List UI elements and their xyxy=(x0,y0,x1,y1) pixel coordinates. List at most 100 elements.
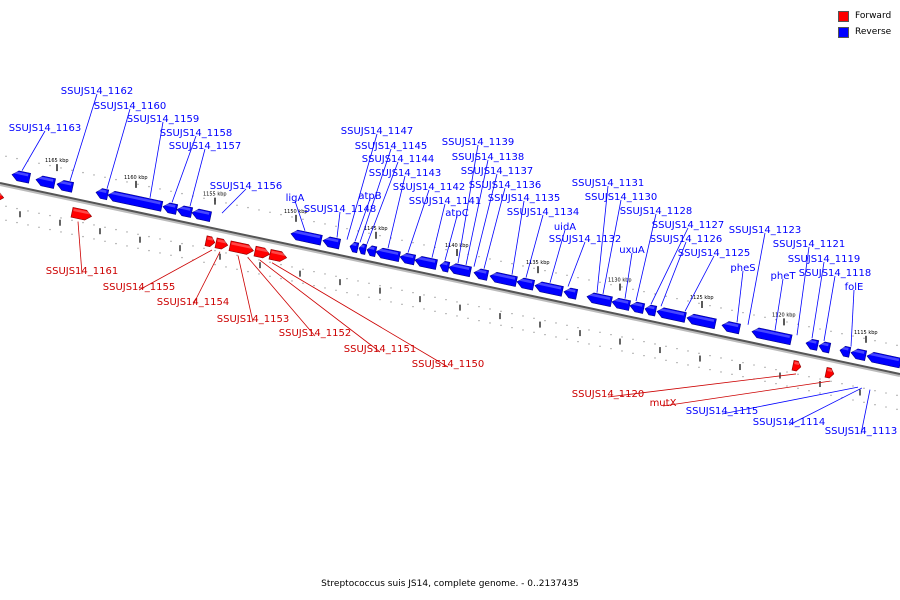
gene-label-ssujs14-1121[interactable]: SSUJS14_1121 xyxy=(773,239,846,250)
forward-feature-5[interactable] xyxy=(228,240,255,256)
forward-feature-4[interactable] xyxy=(214,237,229,250)
reverse-feature-26[interactable] xyxy=(629,301,646,314)
gene-label-ssujs14-1125[interactable]: SSUJS14_1125 xyxy=(678,248,751,259)
forward-feature-8[interactable] xyxy=(791,360,802,372)
gene-label-ssujs14-1132[interactable]: SSUJS14_1132 xyxy=(549,234,622,245)
gene-label-ssujs14-1157[interactable]: SSUJS14_1157 xyxy=(169,141,242,152)
gene-label-ssujs14-1123[interactable]: SSUJS14_1123 xyxy=(729,225,802,236)
gene-label-mutx[interactable]: mutX xyxy=(650,398,677,409)
gene-label-uida[interactable]: uidA xyxy=(554,222,576,233)
reverse-feature-1[interactable] xyxy=(11,170,32,184)
gene-label-ssujs14-1154[interactable]: SSUJS14_1154 xyxy=(157,297,230,308)
reverse-feature-28[interactable] xyxy=(656,307,687,323)
gene-label-ssujs14-1136[interactable]: SSUJS14_1136 xyxy=(469,180,542,191)
gene-label-ssujs14-1142[interactable]: SSUJS14_1142 xyxy=(393,182,466,193)
reverse-feature-9[interactable] xyxy=(290,229,323,246)
gene-label-ssujs14-1148[interactable]: SSUJS14_1148 xyxy=(304,204,377,215)
reverse-feature-15[interactable] xyxy=(399,252,417,266)
forward-feature-1[interactable] xyxy=(0,189,5,203)
gene-label-ssujs14-1134[interactable]: SSUJS14_1134 xyxy=(507,207,580,218)
reverse-feature-32[interactable] xyxy=(805,338,820,351)
gene-label-ssujs14-1118[interactable]: SSUJS14_1118 xyxy=(799,268,872,279)
gene-label-ssujs14-1160[interactable]: SSUJS14_1160 xyxy=(94,101,167,112)
reverse-feature-29[interactable] xyxy=(686,313,717,330)
gene-label-ssujs14-1150[interactable]: SSUJS14_1150 xyxy=(412,359,485,370)
reverse-feature-19[interactable] xyxy=(473,268,490,281)
reverse-feature-12[interactable] xyxy=(358,243,368,255)
gene-label-ssujs14-1138[interactable]: SSUJS14_1138 xyxy=(452,152,525,163)
reverse-feature-35[interactable] xyxy=(850,348,868,361)
gene-label-ssujs14-1139[interactable]: SSUJS14_1139 xyxy=(442,137,515,148)
gene-label-ssujs14-1119[interactable]: SSUJS14_1119 xyxy=(788,254,861,265)
gene-label-ssujs14-1162[interactable]: SSUJS14_1162 xyxy=(61,86,134,97)
gene-label-ssujs14-1143[interactable]: SSUJS14_1143 xyxy=(369,168,442,179)
reverse-feature-31[interactable] xyxy=(751,327,793,346)
gene-label-ssujs14-1114[interactable]: SSUJS14_1114 xyxy=(753,417,826,428)
gene-label-uxua[interactable]: uxuA xyxy=(619,245,645,256)
reverse-feature-30[interactable] xyxy=(721,320,742,335)
gene-label-ssujs14-1152[interactable]: SSUJS14_1152 xyxy=(279,328,352,339)
reverse-feature-25[interactable] xyxy=(611,297,632,311)
gene-label-ssujs14-1135[interactable]: SSUJS14_1135 xyxy=(488,193,561,204)
gene-label-ssujs14-1158[interactable]: SSUJS14_1158 xyxy=(160,128,233,139)
gene-label-phet[interactable]: pheT xyxy=(771,271,797,282)
gene-label-ssujs14-1151[interactable]: SSUJS14_1151 xyxy=(344,344,417,355)
gene-label-fole[interactable]: folE xyxy=(845,282,864,293)
reverse-feature-24[interactable] xyxy=(586,292,613,308)
reverse-feature-2[interactable] xyxy=(35,175,56,189)
reverse-feature-22[interactable] xyxy=(534,281,564,297)
reverse-feature-10[interactable] xyxy=(322,236,342,250)
leader-ssujs14-1113 xyxy=(860,389,871,435)
reverse-feature-7[interactable] xyxy=(176,205,194,218)
gene-label-ssujs14-1163[interactable]: SSUJS14_1163 xyxy=(9,123,82,134)
reverse-feature-8[interactable] xyxy=(191,208,212,222)
gene-label-ssujs14-1115[interactable]: SSUJS14_1115 xyxy=(686,406,759,417)
reverse-feature-27[interactable] xyxy=(644,304,658,317)
leader-ssujs14-1125 xyxy=(684,255,715,312)
forward-feature-4-shape xyxy=(214,237,229,250)
gene-label-ssujs14-1120[interactable]: SSUJS14_1120 xyxy=(572,389,645,400)
reverse-feature-20[interactable] xyxy=(489,271,518,287)
reverse-feature-34[interactable] xyxy=(839,345,852,358)
gene-label-ssujs14-1144[interactable]: SSUJS14_1144 xyxy=(362,154,435,165)
reverse-feature-17[interactable] xyxy=(439,260,451,273)
gene-label-atpb[interactable]: atpB xyxy=(358,191,381,202)
reverse-feature-33[interactable] xyxy=(818,341,832,354)
gene-label-ssujs14-1127[interactable]: SSUJS14_1127 xyxy=(652,220,725,231)
reverse-feature-14[interactable] xyxy=(375,247,401,263)
reverse-feature-4[interactable] xyxy=(95,187,110,201)
forward-feature-2[interactable] xyxy=(70,207,93,221)
gene-label-ssujs14-1155[interactable]: SSUJS14_1155 xyxy=(103,282,176,293)
gene-label-ssujs14-1147[interactable]: SSUJS14_1147 xyxy=(341,126,414,137)
gene-label-phes[interactable]: pheS xyxy=(730,263,755,274)
reverse-feature-23[interactable] xyxy=(563,287,579,300)
gene-label-ssujs14-1137[interactable]: SSUJS14_1137 xyxy=(461,166,534,177)
reverse-feature-13[interactable] xyxy=(366,245,378,258)
reverse-feature-5[interactable] xyxy=(107,190,164,212)
gene-label-ssujs14-1128[interactable]: SSUJS14_1128 xyxy=(620,206,693,217)
gene-label-ssujs14-1159[interactable]: SSUJS14_1159 xyxy=(127,114,200,125)
gene-label-ssujs14-1145[interactable]: SSUJS14_1145 xyxy=(355,141,428,152)
gene-label-ssujs14-1131[interactable]: SSUJS14_1131 xyxy=(572,178,645,189)
gene-label-atpc[interactable]: atpC xyxy=(445,208,468,219)
guide-dot xyxy=(170,190,172,192)
gene-label-ssujs14-1130[interactable]: SSUJS14_1130 xyxy=(585,192,658,203)
gene-label-ssujs14-1141[interactable]: SSUJS14_1141 xyxy=(409,196,482,207)
forward-feature-6[interactable] xyxy=(253,245,271,259)
gene-label-ssujs14-1156[interactable]: SSUJS14_1156 xyxy=(210,181,283,192)
gene-label-ssujs14-1161[interactable]: SSUJS14_1161 xyxy=(46,266,119,277)
reverse-feature-18[interactable] xyxy=(448,262,472,278)
reverse-feature-6[interactable] xyxy=(162,202,179,215)
reverse-feature-16[interactable] xyxy=(414,255,438,270)
reverse-feature-21[interactable] xyxy=(516,277,536,291)
gene-label-liga[interactable]: ligA xyxy=(286,193,305,204)
reverse-feature-3[interactable] xyxy=(56,179,75,193)
reverse-feature-36[interactable] xyxy=(866,351,900,369)
reverse-feature-11[interactable] xyxy=(349,241,360,254)
gene-label-ssujs14-1126[interactable]: SSUJS14_1126 xyxy=(650,234,723,245)
forward-feature-9[interactable] xyxy=(824,367,835,379)
gene-label-ssujs14-1153[interactable]: SSUJS14_1153 xyxy=(217,314,290,325)
forward-feature-7[interactable] xyxy=(268,249,288,262)
gene-label-ssujs14-1113[interactable]: SSUJS14_1113 xyxy=(825,426,898,437)
forward-feature-3[interactable] xyxy=(204,235,216,248)
